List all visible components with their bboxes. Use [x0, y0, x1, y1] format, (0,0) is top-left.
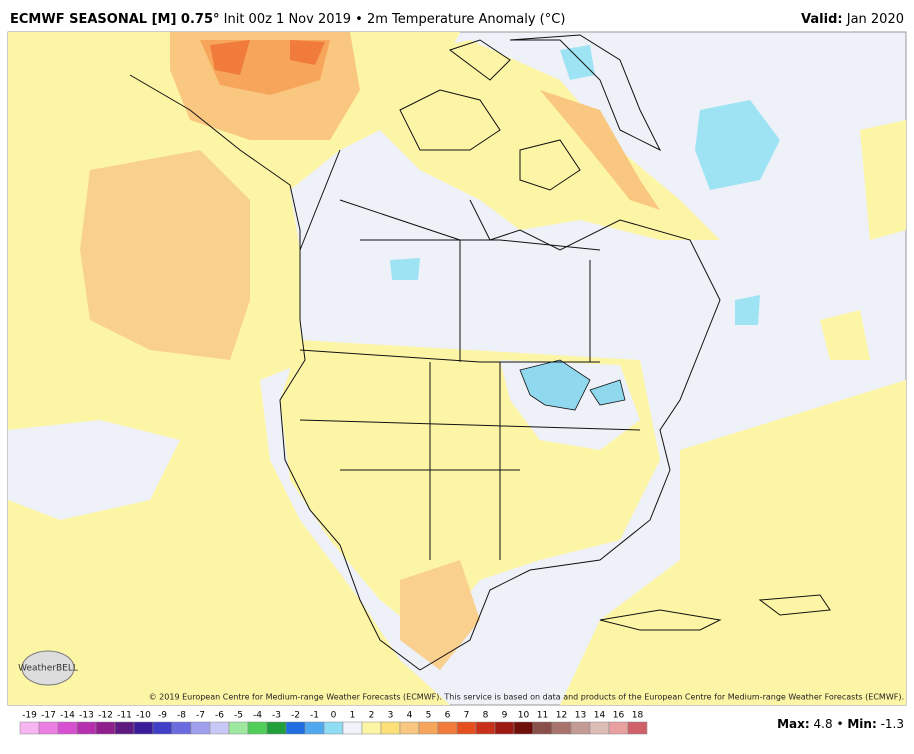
colorbar: -19 -17 -14 -13 -12 -11 -10 -9 -8 -7 -6 -5 -4 -3 -2 -1 0… [19, 711, 648, 735]
colorbar-label: 8 [483, 711, 489, 721]
colorbar-label: 7 [464, 711, 470, 721]
colorbar-swatch [171, 721, 192, 735]
separator: • [836, 717, 843, 731]
colorbar-swatch [133, 721, 154, 735]
colorbar-label: -10 [136, 711, 151, 721]
colorbar-swatch [76, 721, 97, 735]
colorbar-swatch [285, 721, 306, 735]
colorbar-swatch [532, 721, 553, 735]
colorbar-swatch [437, 721, 458, 735]
colorbar-label: 0 [331, 711, 337, 721]
colorbar-swatch [228, 721, 249, 735]
anomaly-area [210, 40, 325, 75]
logo-text: WeatherBELL [18, 664, 78, 674]
colorbar-label: 16 [613, 711, 625, 721]
logo [21, 650, 75, 686]
anomaly-area [560, 380, 906, 705]
colorbar-swatch [57, 721, 78, 735]
colorbar-label: 3 [388, 711, 394, 721]
colorbar-label: -12 [98, 711, 113, 721]
colorbar-label: -8 [177, 711, 186, 721]
colorbar-label: 2 [369, 711, 375, 721]
anomaly-area [8, 420, 180, 520]
min-label: Min: [847, 717, 876, 731]
colorbar-swatch [38, 721, 59, 735]
colorbar-label: 12 [556, 711, 567, 721]
colorbar-swatch [304, 721, 325, 735]
colorbar-swatch [418, 721, 439, 735]
colorbar-label: -9 [158, 711, 167, 721]
colorbar-swatch [456, 721, 477, 735]
map: WeatherBELL © 2019 European Centre for M… [7, 31, 907, 706]
colorbar-swatch [247, 721, 268, 735]
colorbar-label: 18 [632, 711, 644, 721]
colorbar-swatch [19, 721, 40, 735]
title-rest: Init 00z 1 Nov 2019 • 2m Temperature Ano… [224, 12, 566, 27]
colorbar-label: -17 [41, 711, 56, 721]
credit: © 2019 European Centre for Medium-range … [149, 693, 904, 702]
island [399, 34, 831, 631]
colorbar-label: 11 [537, 711, 548, 721]
title-bold: ECMWF SEASONAL [M] 0.75° [10, 12, 220, 27]
colorbar-label: 13 [575, 711, 586, 721]
colorbar-swatch [361, 721, 382, 735]
colorbar-label: -14 [60, 711, 75, 721]
anomaly-area [540, 90, 660, 210]
colorbar-label: -2 [291, 711, 300, 721]
colorbar-label: -19 [22, 711, 37, 721]
anomaly-area [820, 120, 906, 360]
anomaly-area [80, 150, 250, 360]
border [299, 149, 641, 560]
colorbar-label: -1 [310, 711, 319, 721]
colorbar-swatch [608, 721, 629, 735]
max-label: Max: [777, 717, 810, 731]
colorbar-swatch [475, 721, 496, 735]
max-min: Max: 4.8 • Min: -1.3 [777, 717, 904, 731]
colorbar-swatch [570, 721, 591, 735]
title: ECMWF SEASONAL [M] 0.75° Init 00z 1 Nov … [10, 12, 565, 27]
colorbar-swatch [627, 721, 648, 735]
great-lakes [519, 359, 626, 411]
colorbar-swatch [95, 721, 116, 735]
min-value: -1.3 [881, 717, 904, 731]
colorbar-swatch [114, 721, 135, 735]
colorbar-label: -11 [117, 711, 132, 721]
colorbar-swatch [589, 721, 610, 735]
valid-value: Jan 2020 [846, 12, 904, 27]
colorbar-label: -5 [234, 711, 243, 721]
colorbar-label: -7 [196, 711, 205, 721]
colorbar-swatch [152, 721, 173, 735]
colorbar-swatch [266, 721, 287, 735]
colorbar-label: -6 [215, 711, 224, 721]
colorbar-swatch [513, 721, 534, 735]
anomaly-area [400, 560, 480, 670]
colorbar-label: -4 [253, 711, 262, 721]
coastline [129, 74, 721, 671]
colorbar-label: 1 [350, 711, 356, 721]
colorbar-label: 6 [445, 711, 451, 721]
colorbar-label: 5 [426, 711, 432, 721]
max-value: 4.8 [814, 717, 833, 731]
colorbar-swatch [399, 721, 420, 735]
valid-label: Valid: [801, 12, 843, 27]
colorbar-swatch [209, 721, 230, 735]
colorbar-label: -3 [272, 711, 281, 721]
colorbar-label: -13 [79, 711, 94, 721]
colorbar-swatch [342, 721, 363, 735]
colorbar-swatch [190, 721, 211, 735]
colorbar-label: 14 [594, 711, 606, 721]
colorbar-label: 10 [518, 711, 530, 721]
colorbar-swatch [380, 721, 401, 735]
colorbar-swatch [551, 721, 572, 735]
valid: Valid: Jan 2020 [801, 12, 904, 27]
colorbar-label: 9 [502, 711, 508, 721]
colorbar-swatch [323, 721, 344, 735]
colorbar-swatch [494, 721, 515, 735]
colorbar-label: 4 [407, 711, 413, 721]
